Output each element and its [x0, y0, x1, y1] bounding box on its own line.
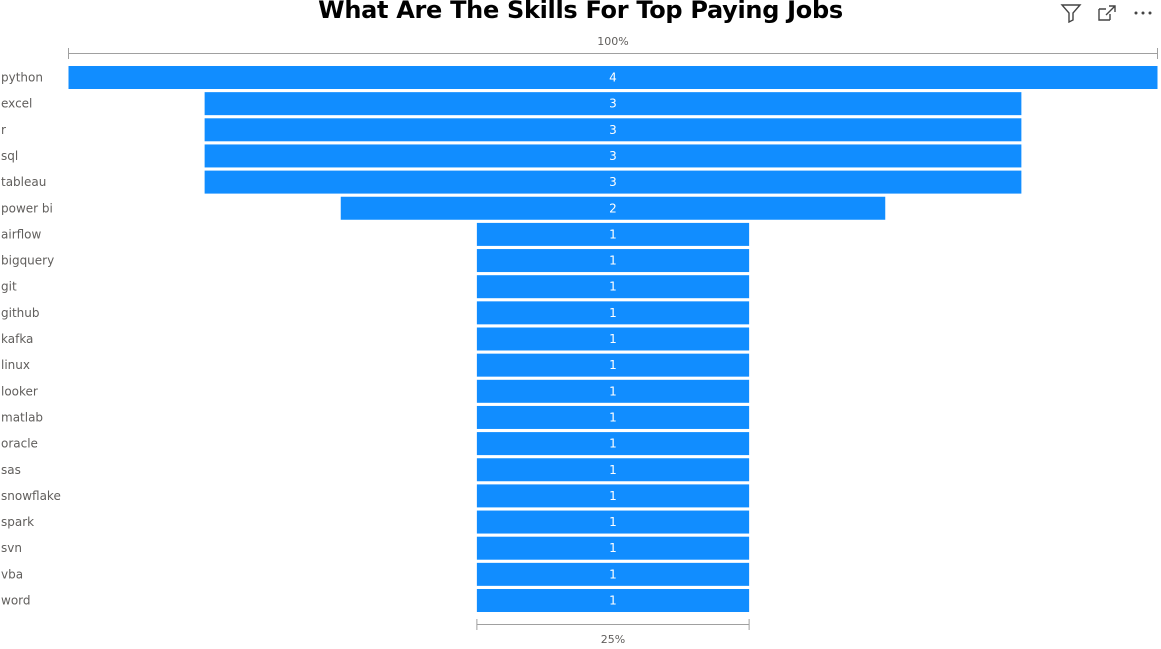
funnel-bar[interactable] — [476, 222, 750, 246]
top-percent-bracket — [68, 48, 1158, 59]
funnel-row[interactable]: tableau 3 — [1, 170, 1022, 194]
category-label: bigquery — [1, 254, 54, 268]
bar-value-label: 3 — [609, 149, 617, 163]
bar-value-label: 1 — [609, 515, 617, 529]
category-label: r — [1, 123, 6, 137]
category-label: tableau — [1, 175, 46, 189]
funnel-bar[interactable] — [476, 562, 750, 586]
funnel-bar[interactable] — [476, 327, 750, 351]
bar-value-label: 1 — [609, 594, 617, 608]
bar-value-label: 1 — [609, 358, 617, 372]
funnel-bar[interactable] — [476, 458, 750, 482]
funnel-bar[interactable] — [476, 249, 750, 273]
funnel-row[interactable]: excel 3 — [1, 92, 1022, 116]
bar-value-label: 1 — [609, 567, 617, 581]
funnel-bar[interactable] — [476, 379, 750, 403]
funnel-row[interactable]: python 4 — [1, 66, 1158, 89]
funnel-row[interactable]: airflow 1 — [1, 222, 750, 246]
funnel-row[interactable]: vba 1 — [1, 562, 750, 586]
category-label: git — [1, 280, 17, 294]
category-label: excel — [1, 97, 32, 111]
category-label: word — [1, 594, 31, 608]
funnel-bar[interactable] — [476, 536, 750, 560]
category-label: spark — [1, 515, 34, 529]
funnel-bar[interactable] — [476, 353, 750, 377]
category-label: linux — [1, 358, 30, 372]
funnel-row[interactable]: svn 1 — [1, 536, 750, 560]
more-options-icon[interactable] — [1131, 2, 1155, 24]
funnel-bar[interactable] — [476, 275, 750, 299]
bar-value-label: 1 — [609, 463, 617, 477]
funnel-bar[interactable] — [204, 118, 1022, 142]
funnel-row[interactable]: git 1 — [1, 275, 750, 299]
funnel-row[interactable]: github 1 — [1, 301, 750, 325]
funnel-bar[interactable] — [204, 144, 1022, 168]
bar-value-label: 3 — [609, 97, 617, 111]
funnel-bar[interactable] — [68, 66, 1158, 89]
bar-value-label: 1 — [609, 280, 617, 294]
funnel-bar[interactable] — [476, 301, 750, 325]
bottom-percent-bracket — [476, 619, 750, 630]
focus-mode-icon[interactable] — [1095, 2, 1119, 24]
funnel-bar[interactable] — [204, 92, 1022, 116]
funnel-row[interactable]: looker 1 — [1, 379, 750, 403]
category-label: vba — [1, 567, 23, 581]
bar-value-label: 1 — [609, 332, 617, 346]
category-label: snowflake — [1, 489, 61, 503]
category-label: sql — [1, 149, 18, 163]
funnel-row[interactable]: word 1 — [1, 589, 750, 612]
category-label: matlab — [1, 410, 43, 424]
funnel-row[interactable]: linux 1 — [1, 353, 750, 377]
category-label: power bi — [1, 201, 53, 215]
funnel-row[interactable]: oracle 1 — [1, 432, 750, 456]
top-percent-label: 100% — [597, 35, 628, 48]
bar-value-label: 1 — [609, 437, 617, 451]
bar-value-label: 2 — [609, 201, 617, 215]
funnel-row[interactable]: sas 1 — [1, 458, 750, 482]
bar-value-label: 1 — [609, 384, 617, 398]
funnel-bar[interactable] — [476, 432, 750, 456]
funnel-bar[interactable] — [340, 196, 886, 220]
funnel-row[interactable]: kafka 1 — [1, 327, 750, 351]
bar-value-label: 1 — [609, 306, 617, 320]
bar-value-label: 3 — [609, 123, 617, 137]
category-label: svn — [1, 541, 22, 555]
bar-value-label: 1 — [609, 410, 617, 424]
filter-icon[interactable] — [1059, 2, 1083, 24]
bar-value-label: 1 — [609, 489, 617, 503]
bar-value-label: 1 — [609, 227, 617, 241]
visual-header-toolbar — [1059, 2, 1155, 24]
funnel-row[interactable]: spark 1 — [1, 510, 750, 534]
category-label: airflow — [1, 227, 42, 241]
funnel-bar[interactable] — [476, 484, 750, 508]
funnel-row[interactable]: power bi 2 — [1, 196, 886, 220]
category-label: sas — [1, 463, 21, 477]
category-label: github — [1, 306, 39, 320]
category-label: looker — [1, 384, 38, 398]
chart-title: What Are The Skills For Top Paying Jobs — [318, 0, 843, 24]
funnel-row[interactable]: snowflake 1 — [1, 484, 750, 508]
funnel-bar[interactable] — [476, 510, 750, 534]
funnel-row[interactable]: sql 3 — [1, 144, 1022, 168]
category-label: python — [1, 71, 43, 85]
bar-value-label: 1 — [609, 541, 617, 555]
category-label: oracle — [1, 437, 38, 451]
category-label: kafka — [1, 332, 33, 346]
funnel-bar[interactable] — [476, 405, 750, 429]
funnel-row[interactable]: bigquery 1 — [1, 249, 750, 273]
bar-value-label: 4 — [609, 71, 617, 85]
funnel-row[interactable]: matlab 1 — [1, 405, 750, 429]
funnel-bar[interactable] — [204, 170, 1022, 194]
bar-value-label: 3 — [609, 175, 617, 189]
bar-value-label: 1 — [609, 254, 617, 268]
funnel-bar[interactable] — [476, 589, 750, 612]
bottom-percent-label: 25% — [601, 633, 625, 646]
